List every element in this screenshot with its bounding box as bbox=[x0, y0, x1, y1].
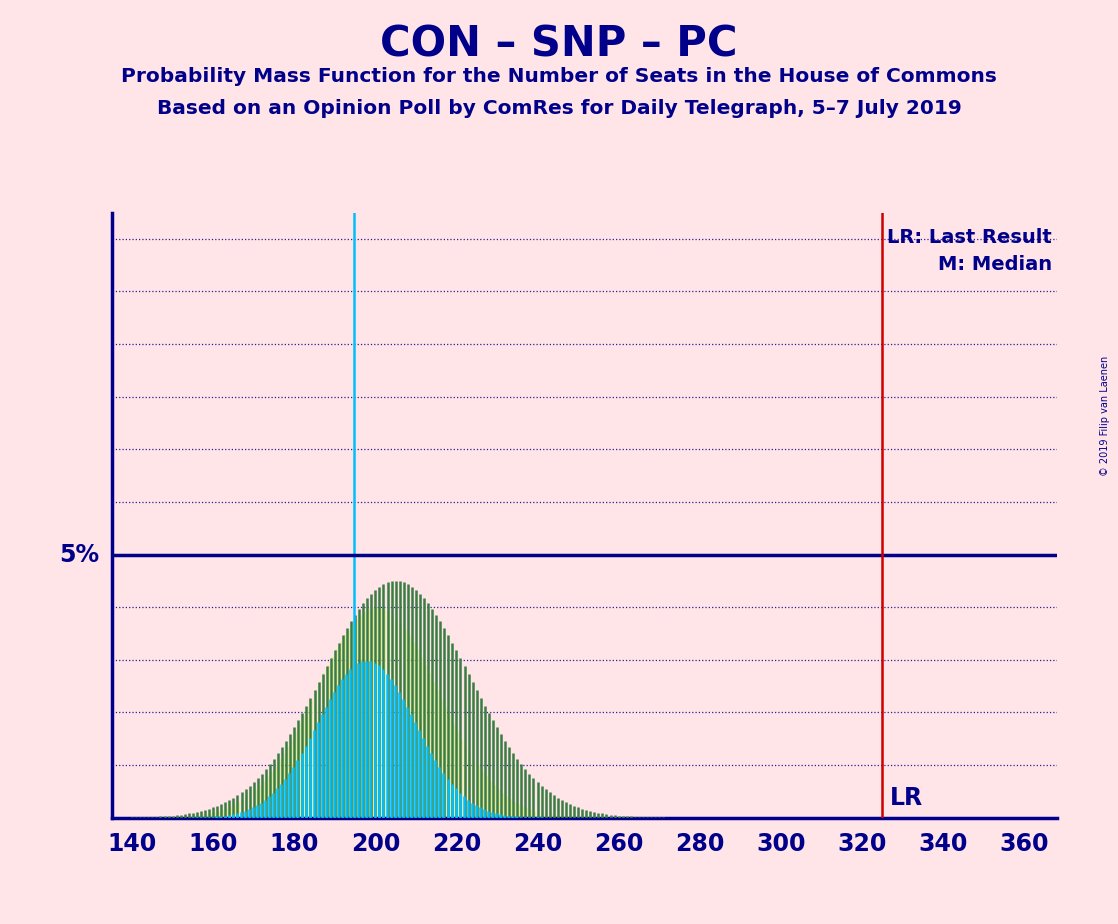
Text: Probability Mass Function for the Number of Seats in the House of Commons: Probability Mass Function for the Number… bbox=[121, 67, 997, 86]
Text: © 2019 Filip van Laenen: © 2019 Filip van Laenen bbox=[1100, 356, 1109, 476]
Text: M: Median: M: Median bbox=[938, 255, 1052, 274]
Text: Based on an Opinion Poll by ComRes for Daily Telegraph, 5–7 July 2019: Based on an Opinion Poll by ComRes for D… bbox=[157, 99, 961, 118]
Text: 5%: 5% bbox=[59, 542, 100, 566]
Text: LR: Last Result: LR: Last Result bbox=[887, 227, 1052, 247]
Text: LR: LR bbox=[890, 785, 923, 809]
Text: CON – SNP – PC: CON – SNP – PC bbox=[380, 23, 738, 65]
